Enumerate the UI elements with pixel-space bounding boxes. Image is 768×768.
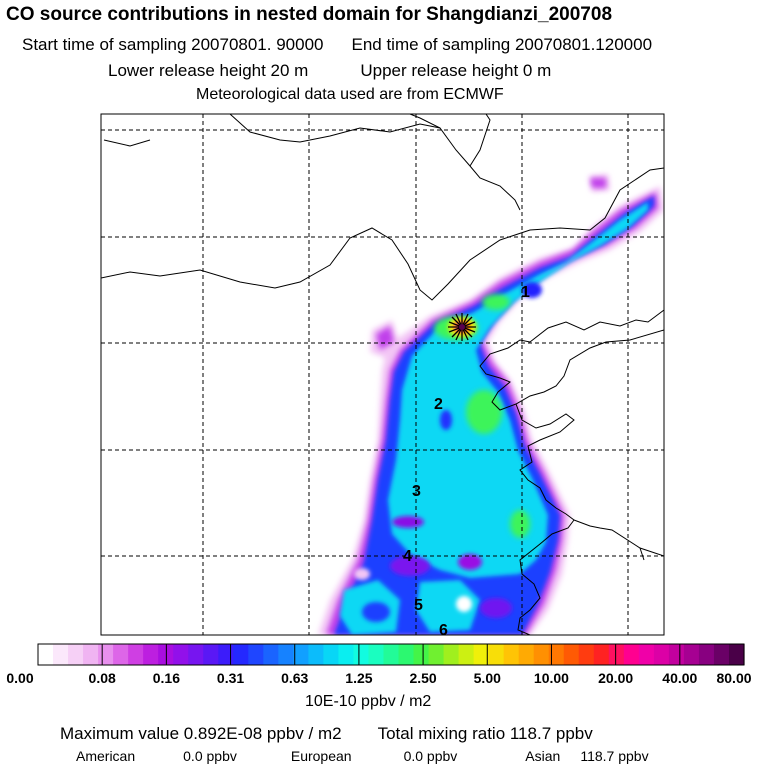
max-value-label: Maximum value 0.892E-08 ppbv / m2 bbox=[60, 724, 342, 743]
max-total-line: Maximum value 0.892E-08 ppbv / m2 Total m… bbox=[60, 724, 593, 744]
colorbar-cell bbox=[623, 644, 640, 665]
colorbar-cell bbox=[713, 644, 730, 665]
colorbar-cell bbox=[668, 644, 685, 665]
colorbar-cell bbox=[143, 644, 159, 665]
colorbar-cell bbox=[68, 644, 84, 665]
colorbar-cell bbox=[383, 644, 400, 665]
colorbar-cell bbox=[608, 644, 625, 665]
lat-lon-grid bbox=[101, 114, 664, 635]
european-label: European bbox=[290, 748, 352, 764]
colorbar-cell bbox=[173, 644, 189, 665]
colorbar-cell bbox=[398, 644, 415, 665]
met-data-label: Meteorological data used are from ECMWF bbox=[196, 86, 504, 103]
colorbar-cell bbox=[308, 644, 324, 665]
end-time-label: End time of sampling 20070801.120000 bbox=[351, 35, 653, 54]
colorbar-cell bbox=[638, 644, 655, 665]
colorbar-tick-label: 80.00 bbox=[716, 670, 752, 686]
marker-5: 5 bbox=[414, 597, 423, 614]
regional-contributions-line: American 0.0 ppbv European 0.0 ppbv Asian 118… bbox=[76, 748, 649, 764]
colorbar-cell bbox=[248, 644, 264, 665]
colorbar-tick-label: 2.50 bbox=[409, 670, 437, 686]
european-value: 0.0 ppbv bbox=[403, 748, 458, 764]
colorbar-cell bbox=[533, 644, 550, 665]
colorbar-cell bbox=[353, 644, 370, 665]
colorbar-cell bbox=[428, 644, 445, 665]
release-height-line: Lower release height 20 m Upper release h… bbox=[108, 61, 551, 81]
colorbar-tick-label: 40.00 bbox=[662, 670, 698, 686]
colorbar-cell bbox=[578, 644, 595, 665]
colorbar-cell bbox=[443, 644, 460, 665]
colorbar-cell bbox=[128, 644, 144, 665]
colorbar-cell bbox=[188, 644, 204, 665]
colorbar-cell bbox=[593, 644, 610, 665]
lower-release-label: Lower release height 20 m bbox=[108, 61, 309, 80]
sampling-time-line: Start time of sampling 20070801. 90000 En… bbox=[22, 35, 652, 55]
source-station-marker bbox=[448, 313, 476, 341]
colorbar-tick-label: 1.25 bbox=[345, 670, 373, 686]
colorbar-cells bbox=[38, 644, 745, 665]
colorbar-cell bbox=[728, 644, 745, 665]
colorbar-cell bbox=[563, 644, 580, 665]
colorbar-cell bbox=[503, 644, 520, 665]
colorbar-cell bbox=[458, 644, 475, 665]
colorbar-cell bbox=[263, 644, 279, 665]
colorbar-cell bbox=[203, 644, 219, 665]
colorbar-cell bbox=[488, 644, 505, 665]
coastlines-borders bbox=[101, 114, 664, 635]
marker-2: 2 bbox=[434, 396, 443, 413]
colorbar-frame bbox=[37, 643, 745, 666]
colorbar-cell bbox=[293, 644, 309, 665]
colorbar-cell bbox=[278, 644, 294, 665]
colorbar-cell bbox=[698, 644, 715, 665]
colorbar-cell bbox=[38, 644, 54, 665]
colorbar-tick-label: 0.16 bbox=[152, 670, 180, 686]
colorbar-cell bbox=[323, 644, 340, 665]
colorbar-tick-label: 0.08 bbox=[88, 670, 116, 686]
marker-3: 3 bbox=[412, 483, 421, 500]
colorbar-unit-label: 10E-10 ppbv / m2 bbox=[305, 693, 432, 710]
start-time-label: Start time of sampling 20070801. 90000 bbox=[22, 35, 324, 54]
total-mixing-label: Total mixing ratio 118.7 ppbv bbox=[377, 724, 593, 743]
colorbar-tick-label: 0.63 bbox=[281, 670, 309, 686]
colorbar-cell bbox=[98, 644, 114, 665]
colorbar-cell bbox=[683, 644, 700, 665]
marker-4: 4 bbox=[403, 548, 412, 565]
colorbar-cell bbox=[413, 644, 430, 665]
marker-6: 6 bbox=[439, 622, 448, 639]
colorbar-cell bbox=[338, 644, 355, 665]
colorbar-tick-label: 5.00 bbox=[473, 670, 501, 686]
plot-title: CO source contributions in nested domain… bbox=[6, 4, 613, 25]
colorbar-separators bbox=[101, 644, 681, 665]
colorbar-cell bbox=[53, 644, 69, 665]
colorbar-cell bbox=[518, 644, 535, 665]
colorbar-tick-label: 20.00 bbox=[598, 670, 634, 686]
colorbar-tick-label: 0.00 bbox=[6, 670, 34, 686]
colorbar-tick-label: 0.31 bbox=[216, 670, 245, 686]
colorbar-cell bbox=[548, 644, 565, 665]
asian-value: 118.7 ppbv bbox=[580, 748, 649, 764]
colorbar-cell bbox=[218, 644, 234, 665]
colorbar-cell bbox=[83, 644, 99, 665]
trajectory-markers: 1 2 3 4 5 6 bbox=[403, 284, 530, 639]
map-frame bbox=[100, 113, 665, 636]
colorbar-cell bbox=[653, 644, 670, 665]
colorbar-cell bbox=[473, 644, 490, 665]
upper-release-label: Upper release height 0 m bbox=[360, 61, 552, 80]
american-label: American bbox=[76, 748, 136, 764]
colorbar-cell bbox=[368, 644, 385, 665]
american-value: 0.0 ppbv bbox=[183, 748, 237, 764]
colorbar-tick-label: 10.00 bbox=[533, 670, 569, 686]
concentration-field bbox=[318, 174, 664, 635]
colorbar-cell bbox=[113, 644, 129, 665]
asian-label: Asian bbox=[525, 748, 561, 764]
marker-1: 1 bbox=[521, 284, 530, 301]
colorbar-cell bbox=[233, 644, 249, 665]
